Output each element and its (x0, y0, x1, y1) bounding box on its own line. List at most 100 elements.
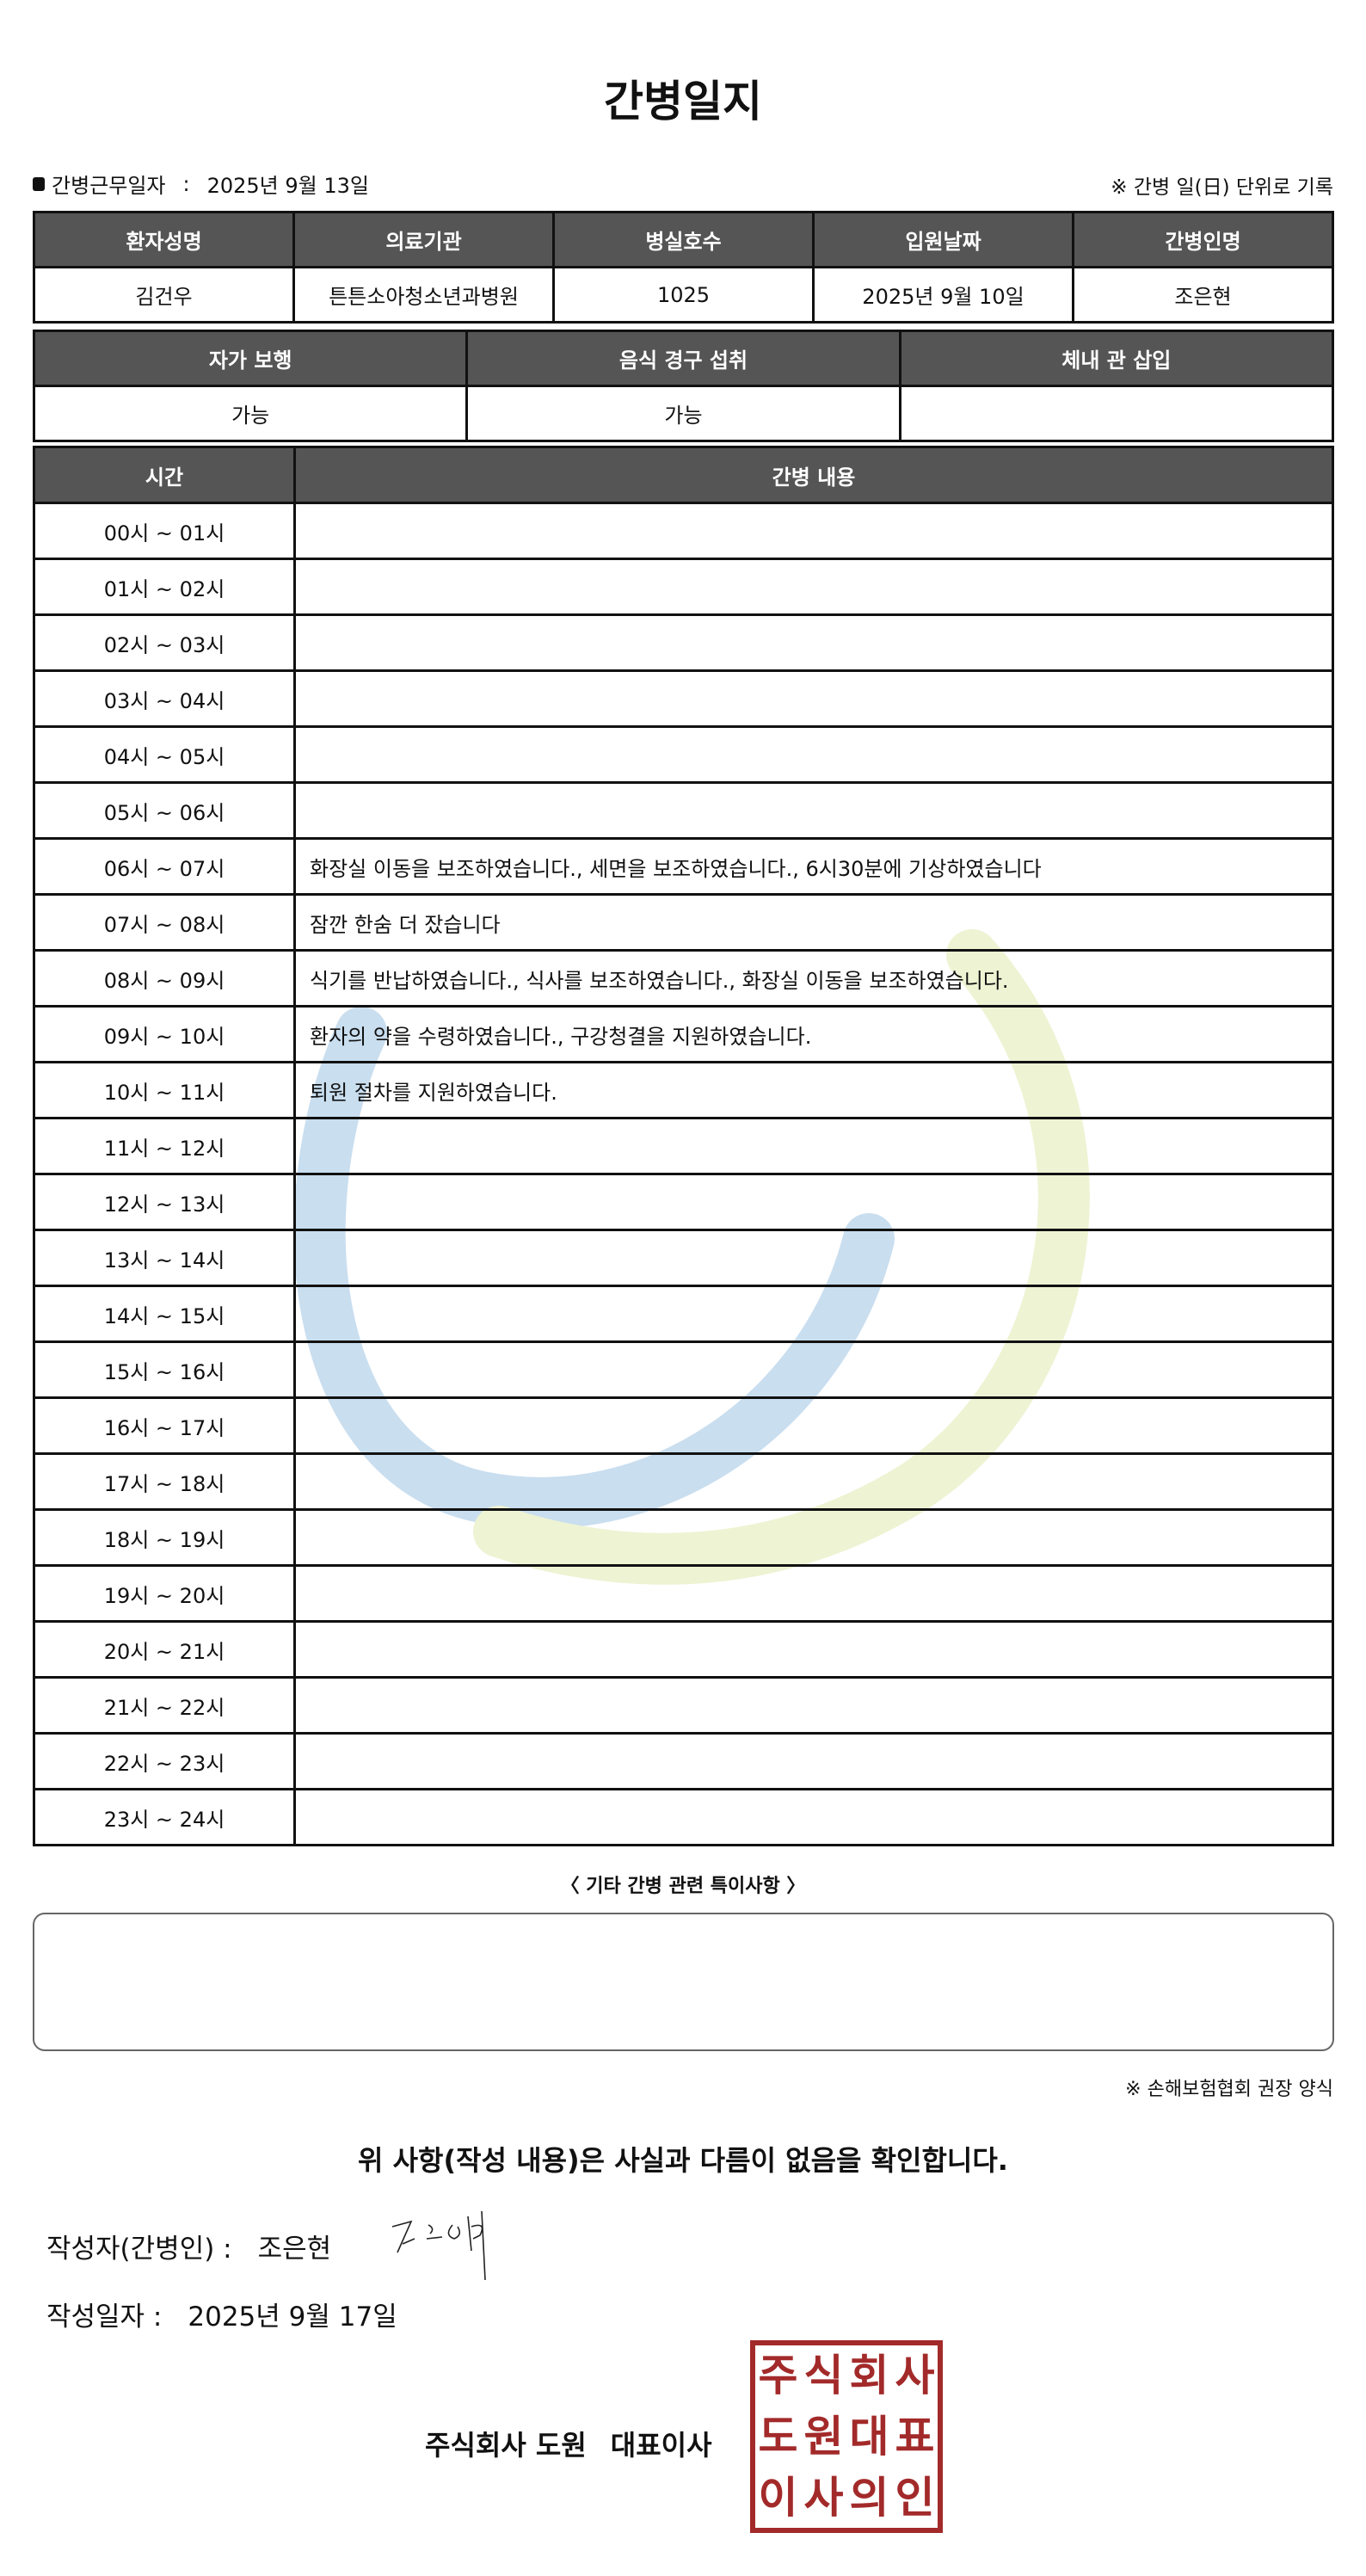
log-row: 00시 ~ 01시 (33, 502, 1334, 560)
log-row: 13시 ~ 14시 (33, 1229, 1334, 1287)
log-row: 10시 ~ 11시 퇴원 절차를 지원하였습니다. (33, 1061, 1334, 1119)
header-time: 시간 (33, 446, 296, 504)
signature (391, 2210, 486, 2281)
unit-note: ※ 간병 일(日) 단위로 기록 (1111, 176, 1333, 199)
log-content (293, 1117, 1334, 1175)
written-date: 작성일자 : 2025년 9월 17일 (46, 2295, 397, 2333)
log-content: 환자의 약을 수령하였습니다., 구강청결을 지원하였습니다. (293, 1005, 1334, 1063)
log-row: 06시 ~ 07시 화장실 이동을 보조하였습니다., 세면을 보조하였습니다.,… (33, 837, 1334, 896)
written-date-label: 작성일자 : (46, 2302, 163, 2333)
log-time: 09시 ~ 10시 (33, 1005, 296, 1063)
log-row: 05시 ~ 06시 (33, 781, 1334, 840)
work-date-separator: : (182, 171, 190, 196)
care-log-table: 시간 간병 내용 00시 ~ 01시 01시 ~ 02시 02시 ~ 03시 03시 … (33, 446, 1334, 1846)
header-oral-intake: 음식 경구 섭취 (465, 330, 901, 387)
log-content (293, 502, 1334, 560)
company: 주식회사 도원 대표이사 (425, 2424, 712, 2463)
log-time: 16시 ~ 17시 (33, 1396, 296, 1455)
work-date: 간병근무일자 : 2025년 9월 13일 (33, 169, 369, 199)
log-row: 14시 ~ 15시 (33, 1285, 1334, 1343)
log-time: 05시 ~ 06시 (33, 781, 296, 840)
header-caregiver: 간병인명 (1072, 211, 1334, 268)
status-table: 자가 보행 음식 경구 섭취 체내 관 삽입 가능 가능 (32, 330, 1335, 442)
stamp-character: 식 (803, 2351, 844, 2401)
log-row: 15시 ~ 16시 (33, 1340, 1334, 1399)
log-content (293, 781, 1334, 840)
log-time: 18시 ~ 19시 (33, 1508, 296, 1567)
log-time: 11시 ~ 12시 (33, 1117, 296, 1175)
confirmation-statement: 위 사항(작성 내용)은 사실과 다름이 없음을 확인합니다. (358, 2144, 1008, 2177)
log-row: 01시 ~ 02시 (33, 558, 1334, 616)
notes-label: 〈 기타 간병 관련 특이사항 〉 (560, 1876, 806, 1897)
log-time: 06시 ~ 07시 (33, 837, 296, 896)
log-row: 19시 ~ 20시 (33, 1564, 1334, 1623)
patient-info-table: 환자성명 의료기관 병실호수 입원날짜 간병인명 김건우 튼튼소아청소년과병원 … (33, 211, 1334, 324)
log-time: 04시 ~ 05시 (33, 725, 296, 784)
patient-name: 김건우 (33, 266, 295, 324)
log-row: 04시 ~ 05시 (33, 725, 1334, 784)
log-time: 13시 ~ 14시 (33, 1229, 296, 1287)
header-admission-date: 입원날짜 (812, 211, 1074, 268)
company-name: 주식회사 도원 (425, 2429, 587, 2462)
log-row: 16시 ~ 17시 (33, 1396, 1334, 1455)
header-content: 간병 내용 (293, 446, 1334, 504)
form-note: ※ 손해보험협회 권장 양식 (1125, 2079, 1333, 2100)
writer-name: 조은현 (257, 2234, 332, 2265)
log-row: 17시 ~ 18시 (33, 1452, 1334, 1511)
log-content (293, 725, 1334, 784)
log-content (293, 1173, 1334, 1231)
work-date-value: 2025년 9월 13일 (206, 174, 369, 198)
writer: 작성자(간병인) : 조은현 (46, 2227, 331, 2265)
log-row: 12시 ~ 13시 (33, 1173, 1334, 1231)
log-row: 02시 ~ 03시 (33, 613, 1334, 672)
log-row: 20시 ~ 21시 (33, 1620, 1334, 1679)
log-row: 23시 ~ 24시 (33, 1788, 1334, 1846)
log-content: 잠깐 한숨 더 잤습니다 (293, 893, 1334, 952)
log-time: 14시 ~ 15시 (33, 1285, 296, 1343)
log-content (293, 1508, 1334, 1567)
hospital: 튼튼소아청소년과병원 (292, 266, 555, 324)
log-time: 10시 ~ 11시 (33, 1061, 296, 1119)
log-content (293, 1452, 1334, 1511)
log-row: 08시 ~ 09시 식기를 반납하였습니다., 식사를 보조하였습니다., 화장실… (33, 949, 1334, 1008)
notes-box (33, 1913, 1334, 2051)
log-time: 19시 ~ 20시 (33, 1564, 296, 1623)
log-time: 21시 ~ 22시 (33, 1676, 296, 1735)
written-date-value: 2025년 9월 17일 (188, 2302, 397, 2333)
bullet-icon (33, 176, 45, 191)
log-content (293, 1340, 1334, 1399)
log-row: 21시 ~ 22시 (33, 1676, 1334, 1735)
room-number: 1025 (552, 266, 815, 324)
log-content: 화장실 이동을 보조하였습니다., 세면을 보조하였습니다., 6시30분에 기… (293, 837, 1334, 896)
oral-intake-value: 가능 (465, 385, 901, 442)
stamp-character: 표 (895, 2411, 935, 2462)
log-content (293, 1564, 1334, 1623)
log-content (293, 1676, 1334, 1735)
log-content (293, 1620, 1334, 1679)
header-room: 병실호수 (552, 211, 815, 268)
log-time: 12시 ~ 13시 (33, 1173, 296, 1231)
log-content (293, 1788, 1334, 1846)
stamp-character: 이 (758, 2472, 798, 2523)
log-time: 08시 ~ 09시 (33, 949, 296, 1008)
log-time: 07시 ~ 08시 (33, 893, 296, 952)
page-title: 간병일지 (604, 77, 762, 126)
header-hospital: 의료기관 (292, 211, 555, 268)
stamp-character: 주 (758, 2351, 798, 2401)
log-content (293, 558, 1334, 616)
log-time: 22시 ~ 23시 (33, 1732, 296, 1790)
log-time: 17시 ~ 18시 (33, 1452, 296, 1511)
log-row: 18시 ~ 19시 (33, 1508, 1334, 1567)
header-tube: 체내 관 삽입 (898, 330, 1335, 387)
writer-label: 작성자(간병인) : (46, 2234, 232, 2265)
stamp-character: 사 (803, 2472, 844, 2523)
caregiver-name: 조은현 (1072, 266, 1334, 324)
stamp-character: 도 (758, 2411, 798, 2462)
stamp-character: 회 (849, 2351, 889, 2401)
walking-value: 가능 (32, 385, 469, 442)
log-content: 식기를 반납하였습니다., 식사를 보조하였습니다., 화장실 이동을 보조하였… (293, 949, 1334, 1008)
log-row: 09시 ~ 10시 환자의 약을 수령하였습니다., 구강청결을 지원하였습니다. (33, 1005, 1334, 1063)
admission-date: 2025년 9월 10일 (812, 266, 1074, 324)
log-content (293, 1285, 1334, 1343)
